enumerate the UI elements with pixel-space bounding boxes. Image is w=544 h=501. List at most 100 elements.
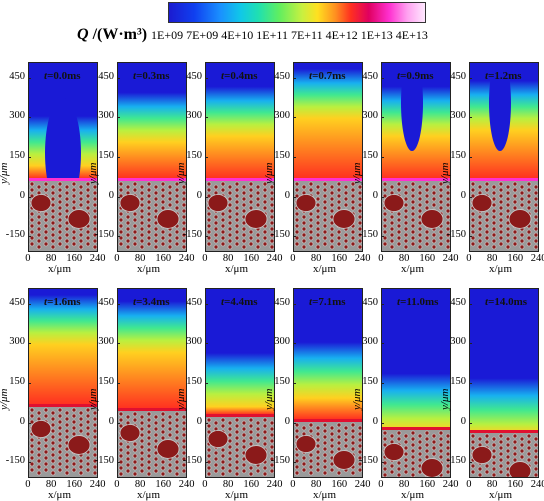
x-tick-label: 0 [202, 253, 208, 264]
x-axis-label: x/μm [313, 489, 337, 501]
x-tick-label: 0 [378, 479, 384, 490]
y-tick-mark [381, 383, 384, 384]
y-tick-mark [117, 157, 120, 158]
x-tick-label: 0 [466, 253, 472, 264]
x-tick-label: 160 [507, 253, 524, 264]
y-tick-label: 150 [186, 376, 202, 387]
y-tick-label: 300 [274, 110, 290, 122]
y-tick-label: 150 [9, 376, 25, 387]
y-tick-label: 450 [450, 296, 466, 308]
time-symbol: t [133, 70, 137, 82]
x-tick-label: 240 [442, 479, 459, 490]
y-axis-label: y/μm [351, 162, 363, 184]
time-symbol: t [485, 296, 489, 308]
y-tick-mark [293, 196, 296, 198]
time-value: =4.4ms [224, 296, 258, 308]
y-tick-label: 150 [274, 150, 290, 161]
x-tick-label: 0 [290, 479, 296, 490]
y-tick-label: 0 [372, 415, 378, 427]
x-tick-label: 240 [266, 253, 283, 264]
y-tick-mark [117, 422, 120, 424]
x-tick-label: 80 [45, 253, 57, 264]
plot-area [205, 288, 275, 478]
y-tick-label: 0 [460, 415, 466, 427]
x-tick-label: 160 [507, 479, 524, 490]
x-tick-label: 80 [486, 479, 498, 490]
y-tick-label: 0 [196, 189, 202, 201]
y-axis-label: y/μm [263, 162, 275, 184]
y-tick-label: 300 [450, 110, 466, 122]
y-tick-mark [117, 117, 120, 119]
y-tick-mark [117, 343, 120, 345]
time-value: =0.0ms [47, 70, 81, 82]
y-tick-label: -150 [358, 455, 378, 467]
x-tick-label: 160 [66, 479, 83, 490]
field-image [118, 289, 186, 477]
x-axis-label: x/μm [137, 263, 161, 275]
y-tick-mark [293, 303, 296, 305]
y-tick-mark [205, 196, 208, 198]
y-tick-label: 150 [450, 150, 466, 161]
y-tick-mark [205, 117, 208, 119]
field-image [206, 63, 274, 251]
x-axis-label: x/μm [313, 263, 337, 275]
time-label: t=0.4ms [221, 70, 258, 82]
x-tick-label: 240 [178, 253, 195, 264]
plot-area [28, 62, 98, 252]
y-tick-mark [28, 196, 31, 198]
y-tick-label: 450 [362, 70, 378, 82]
y-tick-label: 300 [186, 336, 202, 348]
x-tick-label: 240 [89, 253, 106, 264]
time-label: t=4.4ms [221, 296, 258, 308]
time-label: t=11.0ms [397, 296, 438, 308]
x-tick-label: 160 [66, 253, 83, 264]
field-image [29, 289, 97, 477]
y-tick-mark [293, 462, 296, 464]
y-tick-mark [293, 236, 296, 238]
x-tick-label: 0 [466, 479, 472, 490]
plot-area [293, 288, 363, 478]
y-axis-label: y/μm [175, 162, 187, 184]
plot-area [469, 288, 539, 478]
y-tick-mark [28, 303, 31, 305]
y-tick-label: 450 [9, 296, 25, 308]
x-tick-label: 80 [222, 479, 234, 490]
y-tick-mark [28, 236, 31, 238]
time-value: =0.7ms [312, 70, 346, 82]
plot-area [205, 62, 275, 252]
time-label: t=14.0ms [485, 296, 527, 308]
y-tick-label: 450 [98, 296, 114, 308]
x-axis-label: x/μm [225, 489, 249, 501]
x-tick-label: 240 [178, 479, 195, 490]
plot-area [381, 62, 451, 252]
x-tick-label: 160 [243, 253, 260, 264]
time-symbol: t [485, 70, 489, 82]
y-tick-mark [117, 462, 120, 464]
y-tick-mark [381, 236, 384, 238]
y-tick-mark [381, 303, 384, 305]
y-tick-mark [469, 157, 472, 158]
x-tick-label: 240 [530, 479, 544, 490]
y-tick-mark [293, 383, 296, 384]
y-tick-mark [205, 77, 208, 79]
y-axis-label: y/μm [87, 388, 99, 410]
y-tick-label: 450 [274, 70, 290, 82]
field-image [294, 63, 362, 251]
time-label: t=1.6ms [44, 296, 81, 308]
y-tick-mark [205, 236, 208, 238]
y-tick-label: 0 [284, 189, 290, 201]
y-tick-mark [28, 77, 31, 79]
y-tick-label: -150 [446, 455, 466, 467]
y-tick-label: 300 [186, 110, 202, 122]
x-tick-label: 80 [486, 253, 498, 264]
y-tick-mark [381, 462, 384, 464]
x-tick-label: 160 [331, 253, 348, 264]
y-tick-label: -150 [270, 229, 290, 241]
x-axis-label: x/μm [48, 489, 72, 501]
y-tick-label: 150 [9, 150, 25, 161]
y-tick-label: 300 [274, 336, 290, 348]
time-value: =3.4ms [136, 296, 170, 308]
time-value: =11.0ms [400, 296, 439, 308]
time-label: t=0.3ms [133, 70, 170, 82]
